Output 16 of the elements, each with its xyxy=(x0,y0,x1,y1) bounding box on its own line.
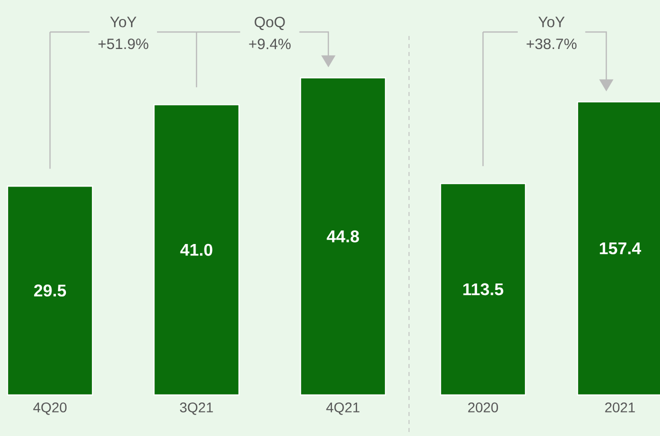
data-label: 157.4 xyxy=(600,242,642,254)
data-label: 29.5 xyxy=(34,284,66,297)
x-tick-label: 2021 xyxy=(605,402,635,412)
data-label: 113.5 xyxy=(463,283,504,296)
data-label: 44.8 xyxy=(326,230,359,242)
text: YoY xyxy=(110,16,136,28)
x-tick-label: 2020 xyxy=(468,402,498,412)
text: +9.4% xyxy=(249,38,291,50)
x-tick-label: 4Q21 xyxy=(326,402,360,415)
text: +38.7% xyxy=(526,38,577,50)
x-tick-label: 4Q20 xyxy=(33,402,67,415)
x-tick-label: 3Q21 xyxy=(180,402,213,415)
text: QoQ xyxy=(254,16,285,30)
data-label: 41.0 xyxy=(180,244,212,256)
text: YoY xyxy=(538,16,565,28)
text: +51.9% xyxy=(98,38,148,50)
